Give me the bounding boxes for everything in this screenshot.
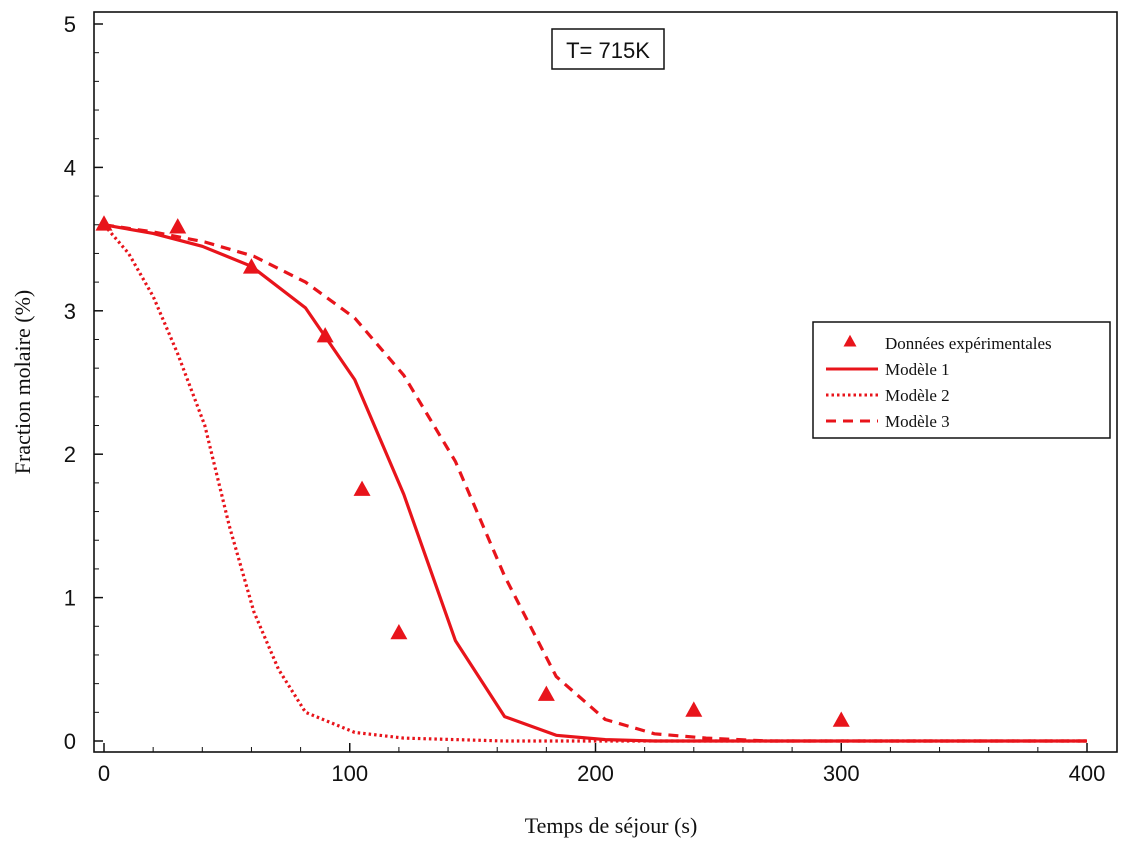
plot-frame	[93, 11, 1118, 753]
data-point-donnees-experimentales	[353, 480, 371, 496]
y-tick-label: 3	[64, 299, 76, 324]
data-point-donnees-experimentales	[390, 623, 408, 640]
series-line-modele-2	[102, 223, 1087, 743]
series-layer	[95, 215, 1087, 743]
y-tick-label: 0	[64, 729, 76, 754]
temperature-annotation-label: T= 715K	[566, 38, 650, 63]
legend: Données expérimentales Modèle 1 Modèle 2 Mo…	[812, 321, 1111, 439]
y-tick-label: 2	[64, 442, 76, 467]
legend-label: Modèle 1	[885, 360, 950, 379]
x-axis-title: Temps de séjour (s)	[525, 813, 698, 838]
legend-box	[812, 321, 1111, 439]
x-tick-label: 100	[331, 761, 368, 786]
data-point-donnees-experimentales	[685, 701, 703, 717]
y-tick-label: 5	[64, 12, 76, 37]
y-tick-label: 1	[64, 586, 76, 611]
x-axis: 0 100 200 300 400	[98, 743, 1105, 786]
y-tick-label: 4	[64, 155, 76, 180]
temperature-annotation: T= 715K	[551, 28, 665, 70]
data-point-donnees-experimentales	[537, 685, 555, 701]
x-tick-label: 200	[577, 761, 614, 786]
series-line-modele-3	[103, 223, 1087, 743]
data-point-donnees-experimentales	[832, 711, 850, 727]
y-axis: 0 1 2 3 4 5	[64, 12, 103, 754]
x-tick-label: 400	[1069, 761, 1106, 786]
legend-label: Modèle 2	[885, 386, 950, 405]
y-axis-title: Fraction molaire (%)	[10, 290, 35, 475]
x-tick-label: 300	[823, 761, 860, 786]
x-tick-label: 0	[98, 761, 110, 786]
data-point-donnees-experimentales	[95, 215, 113, 231]
temperature-annotation-box	[551, 28, 665, 70]
series-line-modele-1	[103, 223, 1087, 743]
legend-label: Données expérimentales	[885, 334, 1052, 353]
legend-marker	[843, 334, 857, 347]
plot-area-border	[93, 11, 1118, 753]
legend-label: Modèle 3	[885, 412, 950, 431]
data-point-donnees-experimentales	[169, 218, 187, 234]
